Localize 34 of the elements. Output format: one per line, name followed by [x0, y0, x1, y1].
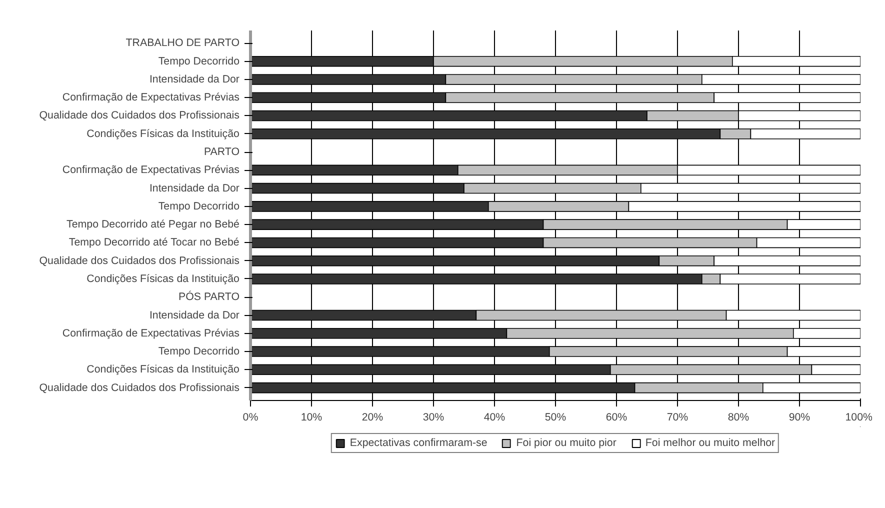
x-tick-label: 50%	[544, 412, 567, 424]
x-tick-label: 20%	[362, 412, 384, 424]
y-tick-label: Tempo Decorrido até Tocar no Bebé	[68, 236, 240, 249]
x-tick-label: 90%	[788, 412, 811, 424]
y-tick-label: Condições Físicas da Instituição	[86, 364, 240, 376]
y-tick-label: Confirmação de Expectativas Prévias	[62, 92, 240, 104]
y-tick-label: Tempo Decorrido	[158, 200, 240, 212]
y-tick-label: Intensidade da Dor	[149, 182, 240, 194]
y-tick-label: Tempo Decorrido	[158, 55, 240, 68]
x-tick-label: 60%	[606, 412, 628, 424]
legend-label: Expectativas confirmaram-se	[350, 437, 488, 449]
y-tick-label: Tempo Decorrido até Pegar no Bebé	[66, 218, 240, 231]
y-tick-label: Condições Físicas da Instituição	[86, 272, 240, 285]
x-tick-label: 100%	[845, 412, 874, 424]
y-tick-label: Tempo Decorrido	[158, 346, 240, 358]
y-tick-label: Condições Físicas da Instituição	[86, 128, 240, 140]
x-tick-label: 0%	[242, 412, 259, 424]
y-tick-label: Intensidade da Dor	[149, 73, 240, 86]
x-tick-label: 70%	[666, 412, 689, 424]
y-tick-label: Qualidade dos Cuidados dos Profissionais	[39, 110, 240, 122]
y-tick-label: PÓS PARTO	[178, 290, 240, 304]
legend-label: Foi melhor ou muito melhor	[645, 437, 776, 449]
x-tick-label: 80%	[728, 412, 750, 424]
y-tick-label: TRABALHO DE PARTO	[126, 37, 240, 50]
y-tick-label: Qualidade dos Cuidados dos Profissionais	[39, 254, 240, 267]
x-tick-label: 10%	[300, 412, 323, 424]
x-tick-label: 40%	[484, 412, 506, 424]
y-tick-label: Qualidade dos Cuidados dos Profissionais	[39, 382, 240, 394]
y-tick-label: Confirmação de Expectativas Prévias	[62, 164, 240, 176]
x-tick-label: 30%	[422, 412, 445, 424]
legend-label: Foi pior ou muito pior	[516, 437, 616, 449]
y-tick-label: PARTO	[204, 146, 240, 158]
y-tick-label: Intensidade da Dor	[149, 309, 240, 322]
y-tick-label: Confirmação de Expectativas Prévias	[62, 327, 240, 340]
